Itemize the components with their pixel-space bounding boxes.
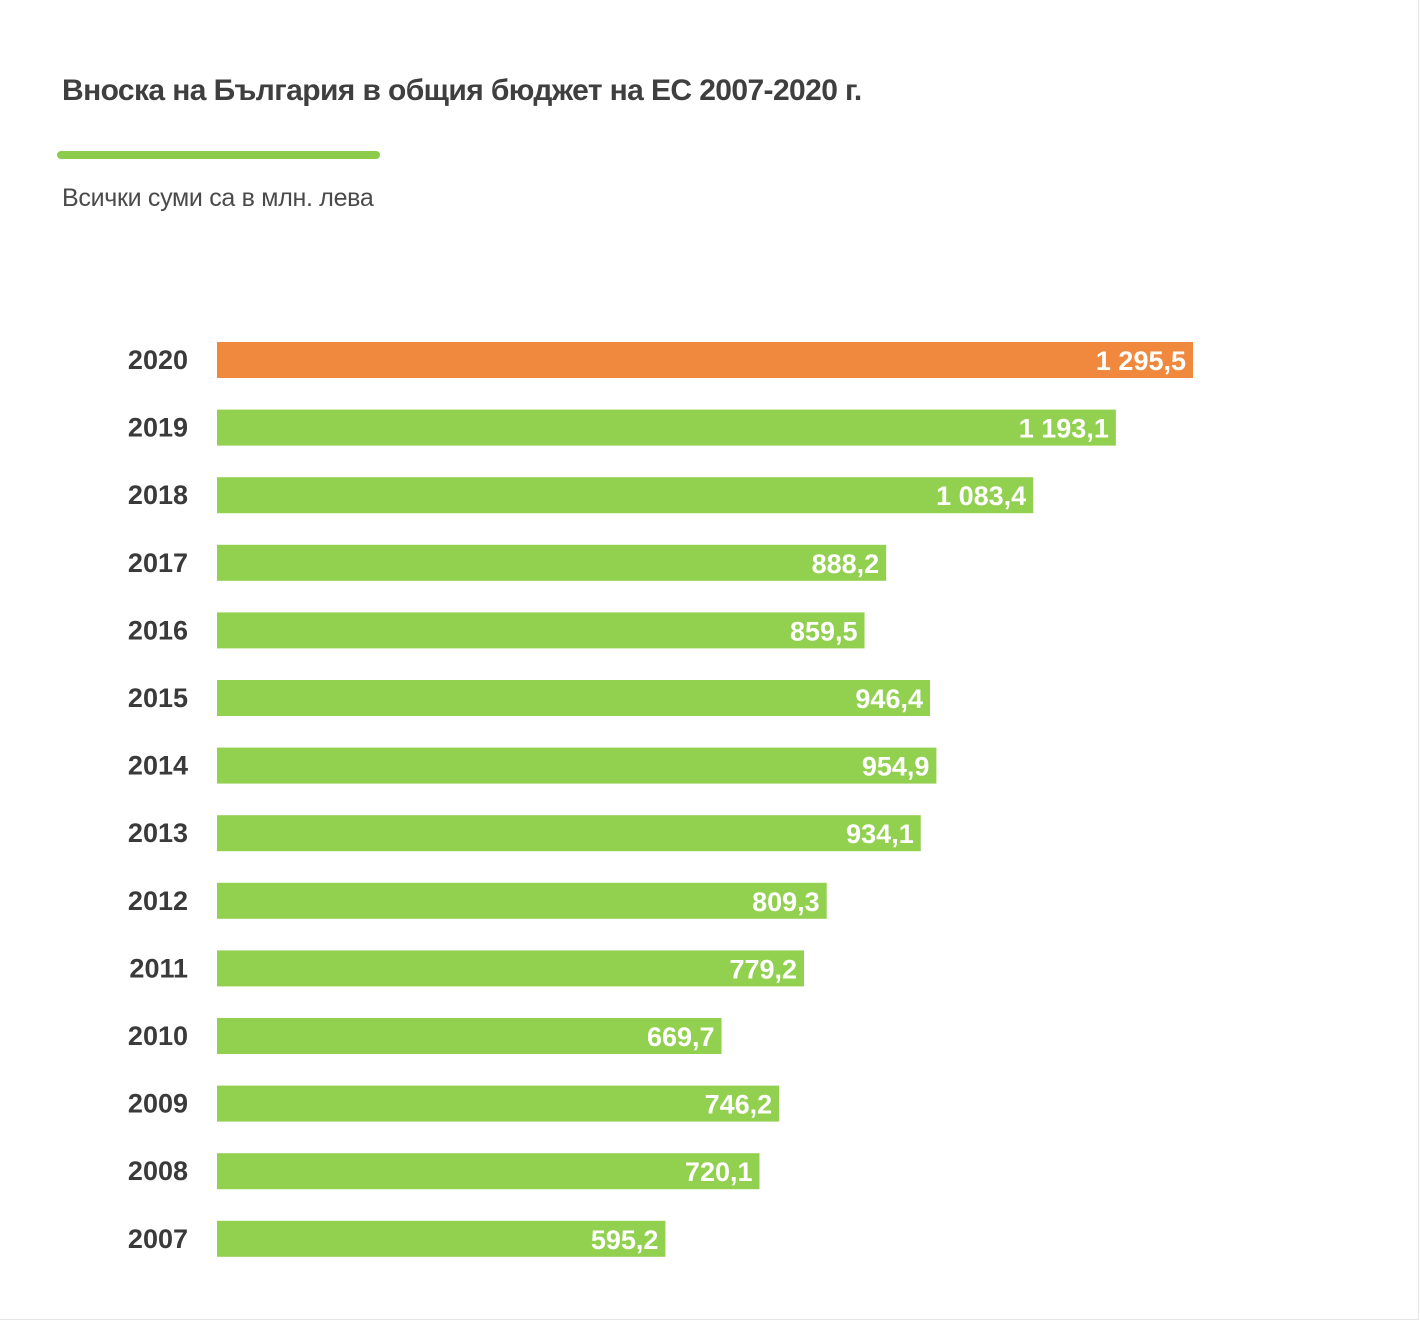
value-label-2011: 779,2 <box>729 954 797 984</box>
category-label-2013: 2013 <box>128 818 188 848</box>
category-label-2017: 2017 <box>128 548 188 578</box>
category-label-2012: 2012 <box>128 886 188 916</box>
category-label-2008: 2008 <box>128 1156 188 1186</box>
category-label-2020: 2020 <box>128 345 188 375</box>
value-label-2014: 954,9 <box>862 752 930 782</box>
bar-2011 <box>217 950 805 987</box>
bar-2008 <box>217 1153 760 1190</box>
value-label-2013: 934,1 <box>846 819 914 849</box>
value-label-2007: 595,2 <box>591 1225 659 1255</box>
category-label-2011: 2011 <box>129 953 188 983</box>
category-label-2018: 2018 <box>128 480 188 510</box>
value-label-2020: 1 295,5 <box>1096 346 1186 376</box>
category-label-2019: 2019 <box>128 413 188 443</box>
category-label-2015: 2015 <box>128 683 188 713</box>
value-label-2015: 946,4 <box>855 684 923 714</box>
category-label-2007: 2007 <box>128 1224 188 1254</box>
bars-layer: 2020 1 295,5 2019 1 193,1 2018 1 083,4 2017 888… <box>128 342 1193 1257</box>
bar-2009 <box>217 1085 780 1122</box>
bar-2016 <box>217 612 865 649</box>
chart-title: Вноска на България в общия бюджет на ЕС … <box>62 74 862 107</box>
bar-2019 <box>217 409 1116 446</box>
value-label-2010: 669,7 <box>647 1022 715 1052</box>
value-label-2012: 809,3 <box>752 887 820 917</box>
bar-2017 <box>217 544 887 581</box>
value-label-2017: 888,2 <box>812 549 880 579</box>
category-label-2014: 2014 <box>128 751 188 781</box>
bar-2018 <box>217 477 1034 514</box>
bar-2007 <box>217 1220 666 1257</box>
value-label-2019: 1 193,1 <box>1019 414 1109 444</box>
value-label-2018: 1 083,4 <box>936 481 1026 511</box>
value-label-2016: 859,5 <box>790 616 858 646</box>
value-label-2008: 720,1 <box>685 1157 753 1187</box>
category-label-2016: 2016 <box>128 615 188 645</box>
bar-2012 <box>217 882 827 919</box>
value-label-2009: 746,2 <box>705 1090 773 1120</box>
bar-2020 <box>217 342 1193 378</box>
bar-2015 <box>217 680 930 716</box>
bar-2014 <box>217 747 937 784</box>
bar-2010 <box>217 1018 722 1054</box>
category-label-2009: 2009 <box>128 1089 188 1119</box>
bar-2013 <box>217 815 921 852</box>
category-label-2010: 2010 <box>128 1021 188 1051</box>
title-accent-rule <box>57 151 380 159</box>
chart-subtitle: Всички суми са в млн. лева <box>62 184 374 212</box>
